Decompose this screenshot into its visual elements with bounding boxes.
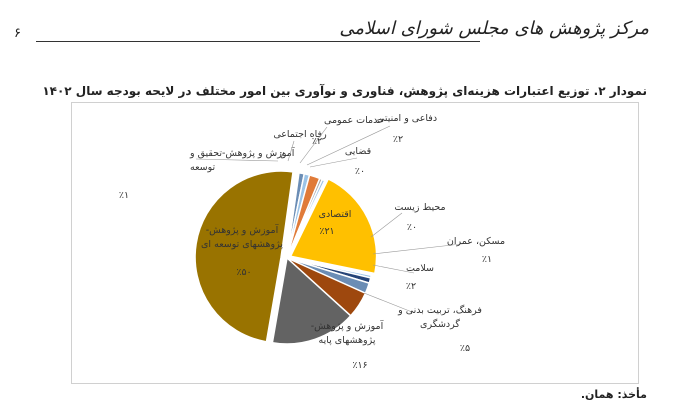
slice-label: آموزش و پژوهش-پژوهشهای پایه [311,319,384,346]
slice-label: محیط زیست [394,202,445,213]
leader-line [372,264,415,274]
slice-label: مسکن، عمران [447,236,505,247]
source-note: مأخذ: همان. [580,388,647,401]
slice-value-label: ٪۲ [393,134,403,145]
slice-label: دفاعی و امنیتی [377,113,437,124]
leader-line [299,126,328,164]
figure-title: نمودار ۲. توزیع اعتبارات هزینه‌ای پژوهش،… [42,84,647,98]
header-divider [36,41,480,42]
leader-line [195,158,279,162]
slice-value-label: ٪۰ [355,166,365,177]
pie-slice [194,170,294,343]
leader-line [287,140,295,162]
slice-label: قضایی [345,146,371,157]
pie-chart: آموزش و پژوهش-تحقیق و توسعه ٪۱ رفاه اجتماعی… [119,113,505,371]
pie-slice [289,177,378,275]
leader-line [372,242,471,255]
pie-slice [286,178,326,259]
pie-slice [271,256,352,345]
slice-value-label: ٪۲ [312,136,322,147]
slice-label: سلامت [406,263,434,274]
slice-value-label: ٪۵۰ [236,267,251,278]
slice-label: آموزش و پژوهش-تحقیق و توسعه [189,146,295,173]
slice-value-label: ٪۰ [407,222,417,233]
slice-value-label: ٪۵ [460,343,470,354]
chart-frame: آموزش و پژوهش-تحقیق و توسعه ٪۱ رفاه اجتماعی… [71,102,639,384]
slice-label: آموزش و پژوهش-پژوهشهای توسعه ای [201,223,283,250]
slice-label: خدمات عمومی [324,115,384,126]
slice-label: فرهنگ، تربیت بدنی و گردشگری [397,304,482,330]
page-number: ۶ [14,26,21,41]
slice-value-label: ٪۱ [482,254,492,265]
slice-label: اقتصادی [319,209,352,220]
slice-label: رفاه اجتماعی [273,129,327,140]
slice-value-label: ٪۲۱ [319,226,334,237]
slice-value-label: ٪۰ [280,150,290,161]
slice-value-label: ٪۱ [119,190,129,201]
leader-line [370,212,403,238]
leader-line [309,157,358,168]
header-title: مرکز پژوهش های مجلس شورای اسلامی [339,18,649,39]
slice-value-label: ٪۲ [406,281,416,292]
leader-line [306,125,391,166]
leader-line [363,292,413,313]
slice-value-label: ٪۱۶ [352,360,367,371]
